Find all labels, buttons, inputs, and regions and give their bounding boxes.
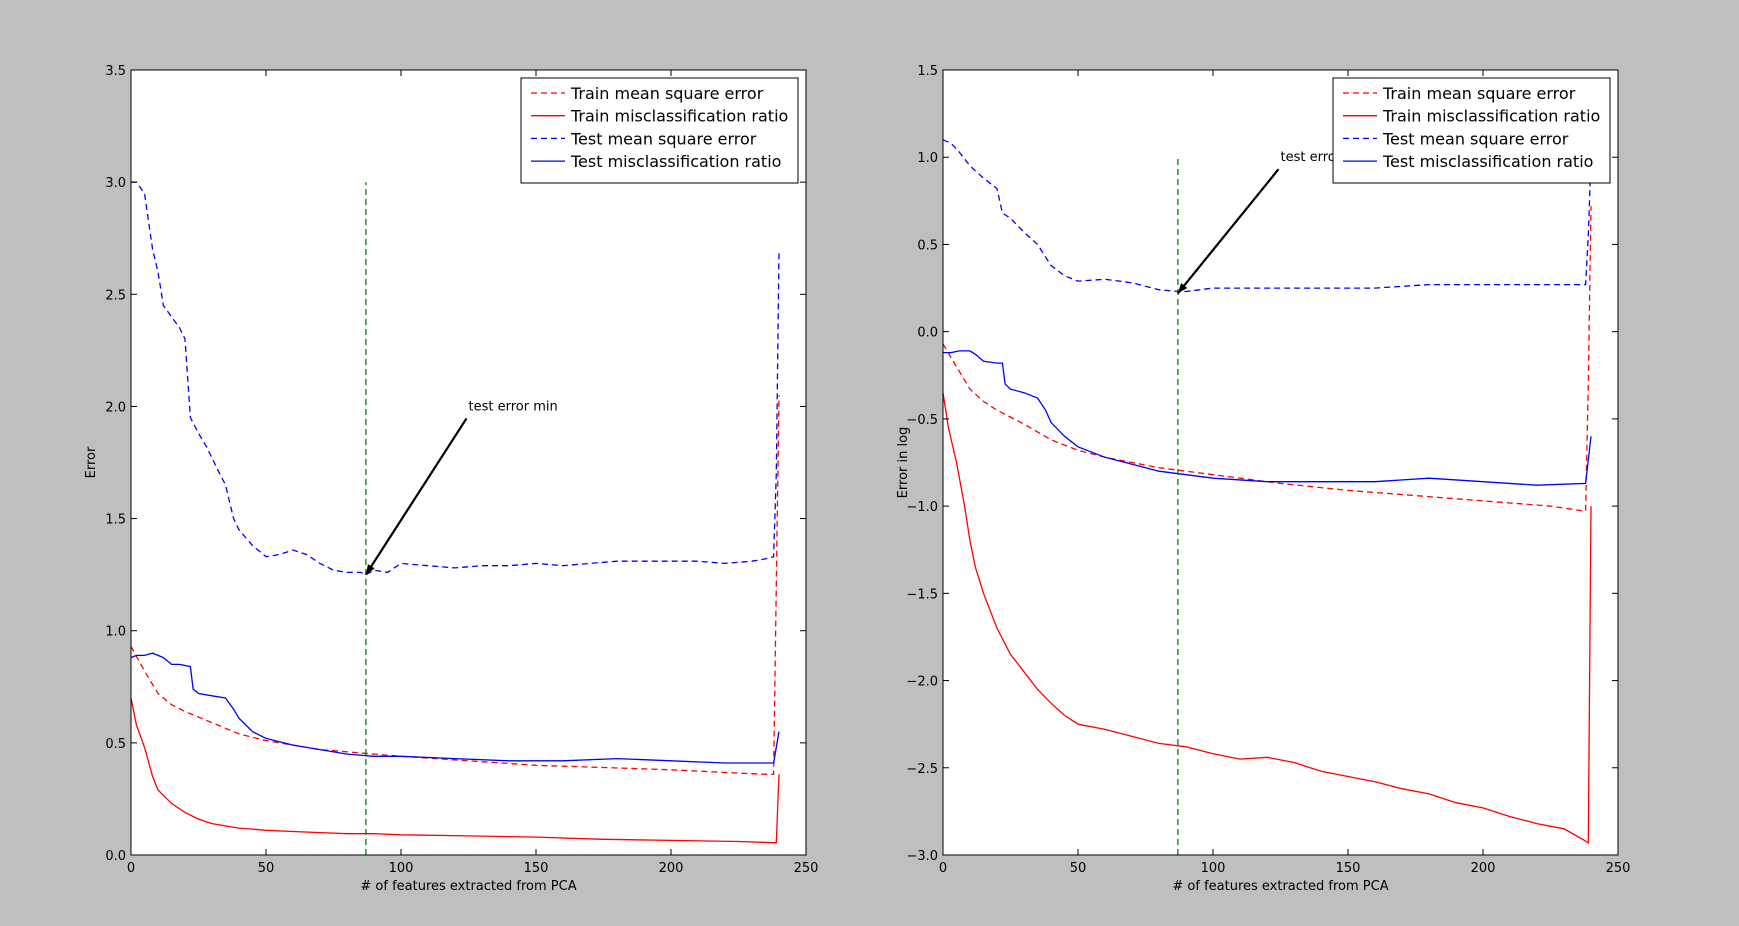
legend-box: [520, 77, 799, 184]
annotation-arrow: [364, 417, 468, 576]
y-tick-label: −1.5: [906, 587, 938, 602]
y-axis-label: Error in log: [896, 427, 911, 499]
legend-box: [1332, 77, 1611, 184]
y-tick-label: 1.5: [105, 513, 126, 528]
y-tick-label: 2.0: [105, 400, 126, 415]
y-tick-label: 0.0: [917, 326, 938, 341]
y-tick-label: 1.0: [917, 151, 938, 166]
y-tick-label: −0.5: [906, 413, 938, 428]
y-tick-label: 0.0: [105, 849, 126, 864]
x-tick-label: 250: [794, 861, 819, 876]
x-tick-label: 150: [524, 861, 549, 876]
legend-entry: Train misclassification ratio: [1382, 107, 1600, 126]
x-axis-label: # of features extracted from PCA: [360, 879, 576, 894]
y-tick-label: −2.0: [906, 675, 938, 690]
series-line-test-mean-square-error: [943, 139, 1592, 293]
legend-entry: Train mean square error: [1382, 84, 1576, 103]
chart-2: 0 50 100 150 200 250 −3.0 −2.5 −2.0 −1.5 −1.0 −0.5 0…: [896, 64, 1630, 894]
series-line-test-misclassification-ratio: [131, 652, 780, 764]
series-line-train-misclassification-ratio: [943, 392, 1592, 845]
annotation-text: test error min: [469, 399, 558, 414]
legend: Train mean square error Train misclassifi…: [520, 77, 799, 184]
series-group: [131, 181, 780, 855]
series-line-train-mean-square-error: [131, 395, 780, 775]
y-tick-label: 2.5: [105, 288, 126, 303]
series-line-test-mean-square-error: [131, 181, 780, 576]
x-tick-label: 100: [1201, 861, 1226, 876]
series-line-train-misclassification-ratio: [131, 697, 780, 844]
annotation-arrowhead: [365, 564, 375, 575]
x-tick-label: 250: [1606, 861, 1631, 876]
chart-1: 0 50 100 150 200 250 0.0 0.5 1.0 1.5 2.0 2.5 3.0 3.5 #…: [84, 64, 818, 894]
annotation-arrow: [1177, 168, 1280, 294]
axes-frame: [942, 69, 1619, 856]
y-tick-label: 1.0: [105, 625, 126, 640]
legend-entry: Test mean square error: [1382, 129, 1569, 148]
y-tick-label: −3.0: [906, 849, 938, 864]
legend-entry: Train misclassification ratio: [570, 107, 788, 126]
plot-area: [943, 70, 1618, 855]
legend-entry: Test misclassification ratio: [570, 152, 781, 171]
x-tick-label: 50: [258, 861, 275, 876]
x-tick-label: 0: [939, 861, 947, 876]
y-tick-label: 3.0: [105, 176, 126, 191]
x-tick-label: 150: [1336, 861, 1361, 876]
annotation-arrowhead: [1177, 283, 1188, 294]
y-tick-label: −2.5: [906, 762, 938, 777]
y-tick-label: 0.5: [105, 737, 126, 752]
y-tick-label: 3.5: [105, 64, 126, 79]
x-tick-label: 200: [659, 861, 684, 876]
legend: Train mean square error Train misclassifi…: [1332, 77, 1611, 184]
x-tick-label: 50: [1070, 861, 1087, 876]
series-line-train-mean-square-error: [943, 206, 1592, 513]
x-tick-label: 0: [127, 861, 135, 876]
series-line-test-misclassification-ratio: [943, 350, 1592, 486]
legend-entry: Test mean square error: [570, 129, 757, 148]
x-tick-label: 200: [1471, 861, 1496, 876]
legend-entry: Test misclassification ratio: [1382, 152, 1593, 171]
x-tick-label: 100: [389, 861, 414, 876]
y-axis-label: Error: [84, 446, 99, 478]
x-axis-label: # of features extracted from PCA: [1172, 879, 1388, 894]
plot-area: [131, 70, 806, 855]
y-tick-label: −1.0: [906, 500, 938, 515]
y-tick-label: 1.5: [917, 64, 938, 79]
y-tick-label: 0.5: [917, 238, 938, 253]
axes-frame: [130, 69, 807, 856]
series-group: [943, 139, 1592, 855]
legend-entry: Train mean square error: [570, 84, 764, 103]
